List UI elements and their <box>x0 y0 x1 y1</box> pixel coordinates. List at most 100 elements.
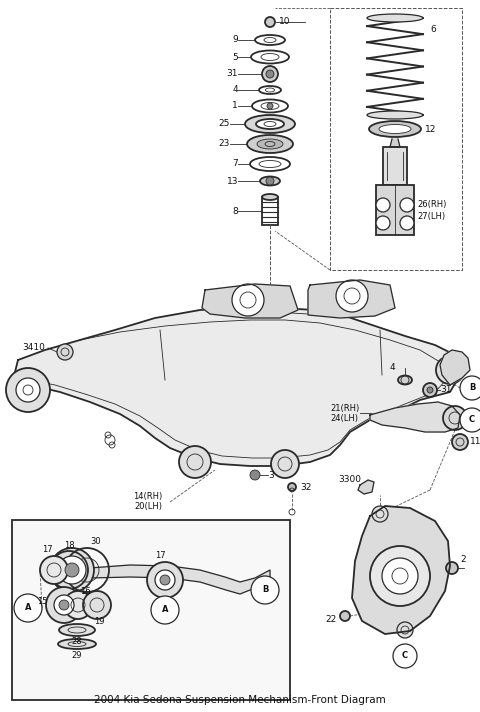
Text: 17: 17 <box>42 545 53 555</box>
Bar <box>383 147 407 185</box>
Bar <box>376 185 414 235</box>
Circle shape <box>267 103 273 109</box>
Text: 4: 4 <box>232 85 238 95</box>
Text: 19: 19 <box>94 617 105 627</box>
Circle shape <box>427 387 433 393</box>
Text: 10: 10 <box>279 16 290 26</box>
Ellipse shape <box>379 125 411 134</box>
Circle shape <box>40 556 68 584</box>
Text: 2: 2 <box>460 555 466 565</box>
Circle shape <box>232 284 264 316</box>
Ellipse shape <box>367 14 423 22</box>
Circle shape <box>393 644 417 668</box>
Text: 3: 3 <box>268 471 274 479</box>
Polygon shape <box>358 480 374 494</box>
Text: 5: 5 <box>232 53 238 61</box>
Text: B: B <box>469 384 475 392</box>
Circle shape <box>179 446 211 478</box>
Ellipse shape <box>59 624 95 636</box>
Circle shape <box>397 622 413 638</box>
Circle shape <box>58 556 86 584</box>
Text: 9: 9 <box>232 36 238 44</box>
Circle shape <box>446 562 458 574</box>
Polygon shape <box>55 565 270 594</box>
Circle shape <box>147 562 183 598</box>
Ellipse shape <box>398 375 412 384</box>
Text: 29: 29 <box>72 651 82 661</box>
Circle shape <box>64 591 92 619</box>
Text: 31: 31 <box>227 70 238 78</box>
Ellipse shape <box>58 639 96 649</box>
Text: 13: 13 <box>227 177 238 186</box>
Text: 30: 30 <box>90 538 101 547</box>
Circle shape <box>59 600 69 610</box>
Text: C: C <box>469 416 475 424</box>
Circle shape <box>460 408 480 432</box>
Circle shape <box>54 595 74 615</box>
Circle shape <box>65 563 79 577</box>
Circle shape <box>446 359 464 377</box>
Circle shape <box>452 434 468 450</box>
Circle shape <box>340 611 350 621</box>
Circle shape <box>14 594 42 622</box>
Text: A: A <box>25 604 31 612</box>
Text: C: C <box>402 651 408 661</box>
Text: 24(LH): 24(LH) <box>330 414 358 422</box>
Ellipse shape <box>257 139 283 149</box>
Circle shape <box>443 363 457 377</box>
Text: 11: 11 <box>470 437 480 446</box>
Polygon shape <box>370 402 460 432</box>
Circle shape <box>372 506 388 522</box>
Circle shape <box>262 66 278 82</box>
Text: 31: 31 <box>440 385 452 394</box>
Text: 8: 8 <box>232 206 238 216</box>
Text: 2004 Kia Sedona Suspension Mechanism-Front Diagram: 2004 Kia Sedona Suspension Mechanism-Fro… <box>94 695 386 705</box>
Circle shape <box>400 198 414 212</box>
Bar <box>12 520 290 700</box>
Text: 21(RH): 21(RH) <box>330 404 359 412</box>
Circle shape <box>400 216 414 230</box>
Circle shape <box>266 70 274 78</box>
Text: 25: 25 <box>218 120 230 128</box>
Polygon shape <box>440 350 470 385</box>
Text: 15: 15 <box>37 597 48 607</box>
Circle shape <box>436 356 464 384</box>
Text: 3300: 3300 <box>338 476 361 484</box>
Circle shape <box>376 216 390 230</box>
Circle shape <box>266 177 274 185</box>
Circle shape <box>382 558 418 594</box>
Ellipse shape <box>367 111 423 119</box>
Text: 1: 1 <box>232 102 238 110</box>
Text: 16: 16 <box>80 587 91 597</box>
Polygon shape <box>390 139 400 147</box>
Text: 6: 6 <box>430 26 436 34</box>
Circle shape <box>155 570 175 590</box>
Text: 23: 23 <box>218 140 230 149</box>
Circle shape <box>370 546 430 606</box>
Ellipse shape <box>369 121 421 137</box>
Circle shape <box>250 470 260 480</box>
Circle shape <box>6 368 50 412</box>
Circle shape <box>57 344 73 360</box>
Text: 12: 12 <box>425 125 436 134</box>
Circle shape <box>443 406 467 430</box>
Text: 27(LH): 27(LH) <box>417 212 445 221</box>
Text: 26(RH): 26(RH) <box>417 201 446 209</box>
Ellipse shape <box>262 194 278 200</box>
Text: 28: 28 <box>72 637 82 646</box>
Ellipse shape <box>247 135 293 153</box>
Circle shape <box>16 378 40 402</box>
Circle shape <box>151 596 179 624</box>
Polygon shape <box>202 284 298 318</box>
Polygon shape <box>308 280 395 318</box>
Text: 20(LH): 20(LH) <box>134 503 162 511</box>
Circle shape <box>271 450 299 478</box>
Ellipse shape <box>260 177 280 186</box>
Circle shape <box>460 376 480 400</box>
Text: 18: 18 <box>64 540 74 550</box>
Bar <box>262 197 278 225</box>
Polygon shape <box>352 506 450 634</box>
Polygon shape <box>15 308 462 466</box>
Text: 3410: 3410 <box>22 343 45 352</box>
Circle shape <box>423 383 437 397</box>
